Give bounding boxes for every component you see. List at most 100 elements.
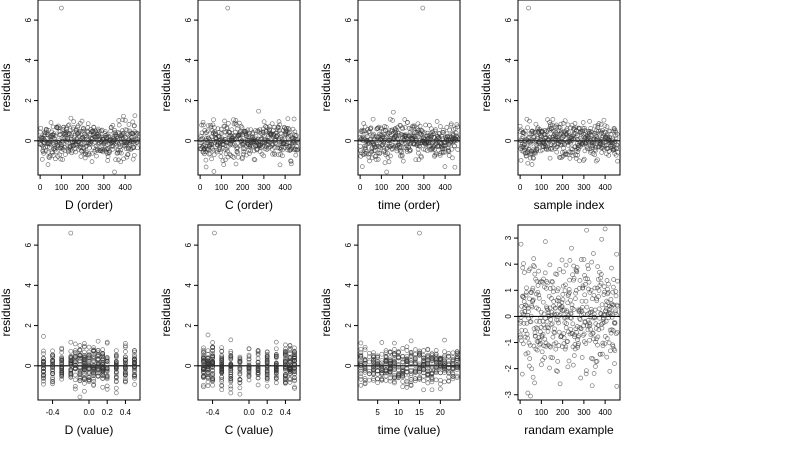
- data-point: [377, 137, 383, 143]
- data-point: [113, 385, 119, 391]
- data-point: [567, 277, 572, 283]
- data-point: [230, 154, 235, 159]
- data-point: [41, 363, 46, 369]
- data-point: [72, 349, 78, 355]
- data-point: [72, 383, 78, 389]
- data-point: [375, 380, 380, 386]
- data-point: [593, 158, 599, 164]
- data-point: [433, 127, 438, 132]
- data-point: [264, 377, 270, 383]
- data-point: [292, 355, 297, 361]
- data-point: [211, 152, 217, 158]
- data-point: [200, 122, 206, 128]
- data-point: [358, 374, 364, 380]
- data-point: [283, 350, 288, 356]
- data-point: [615, 303, 621, 309]
- data-point: [86, 377, 92, 382]
- x-tick-label: 0: [518, 408, 523, 417]
- data-point: [550, 279, 555, 285]
- data-point: [95, 373, 101, 379]
- x-tick-label: 400: [598, 408, 612, 417]
- data-point: [367, 158, 372, 164]
- data-point: [598, 280, 604, 286]
- data-point: [387, 369, 393, 375]
- data-point: [272, 152, 278, 157]
- data-point: [540, 279, 545, 285]
- data-point: [292, 367, 297, 372]
- data-point: [59, 362, 65, 368]
- data-point: [412, 358, 418, 364]
- data-point: [539, 362, 544, 368]
- y-tick-label: -1: [504, 338, 513, 346]
- data-point: [65, 123, 71, 129]
- data-point: [50, 153, 56, 158]
- data-point: [550, 355, 555, 361]
- data-point: [425, 130, 430, 136]
- y-tick-label: 4: [184, 58, 193, 63]
- data-point: [113, 364, 119, 370]
- data-point: [264, 375, 270, 381]
- data-point: [294, 144, 300, 149]
- data-point: [246, 371, 252, 377]
- data-point: [68, 144, 74, 149]
- data-point: [41, 381, 46, 387]
- data-point: [596, 294, 601, 299]
- data-point: [362, 124, 368, 130]
- x-axis-label: C (value): [225, 423, 274, 437]
- data-point: [113, 348, 119, 354]
- data-point: [564, 321, 569, 327]
- data-point: [429, 371, 435, 376]
- data-point: [225, 148, 230, 154]
- data-point: [123, 343, 128, 349]
- data-point: [246, 346, 252, 352]
- data-point: [91, 372, 96, 377]
- data-point: [525, 135, 531, 141]
- data-point: [529, 162, 535, 167]
- data-point: [113, 371, 119, 376]
- x-tick-label: 20: [436, 408, 445, 417]
- data-point: [414, 136, 419, 142]
- data-point: [371, 350, 376, 356]
- data-point: [529, 304, 535, 310]
- data-point: [59, 376, 65, 382]
- data-point: [398, 144, 404, 150]
- data-point: [582, 292, 588, 298]
- data-point: [366, 350, 372, 356]
- data-point: [547, 155, 553, 161]
- points: [517, 5, 621, 167]
- data-point: [455, 147, 461, 152]
- data-point: [528, 313, 534, 319]
- data-point: [425, 380, 431, 386]
- data-point: [48, 120, 54, 125]
- data-point: [587, 309, 593, 315]
- points: [41, 230, 137, 400]
- data-point: [591, 371, 597, 376]
- panel-5: 0 2 4 6 -0.4 0.0 0.2 0.4 D (value) residuals: [0, 224, 141, 437]
- data-point: [606, 310, 612, 315]
- data-point: [126, 146, 131, 152]
- data-point: [59, 356, 65, 362]
- data-point: [387, 378, 393, 384]
- data-point: [37, 129, 43, 135]
- data-point: [205, 383, 211, 389]
- data-point: [521, 144, 526, 150]
- data-point: [578, 326, 584, 332]
- data-point: [429, 379, 435, 385]
- x-tick-label: 0: [38, 183, 43, 192]
- y-tick-label: 2: [24, 98, 33, 103]
- data-point: [219, 130, 224, 136]
- data-point: [110, 146, 115, 152]
- data-point: [387, 367, 393, 373]
- data-point: [132, 373, 137, 379]
- data-point: [397, 122, 403, 128]
- data-point: [415, 121, 421, 127]
- data-point: [50, 357, 55, 363]
- data-point: [542, 336, 548, 342]
- data-point: [228, 350, 234, 356]
- data-point: [68, 372, 74, 378]
- data-point: [287, 348, 293, 353]
- data-point: [587, 322, 593, 328]
- data-point: [41, 378, 46, 384]
- data-point: [224, 146, 230, 152]
- data-point: [384, 132, 390, 138]
